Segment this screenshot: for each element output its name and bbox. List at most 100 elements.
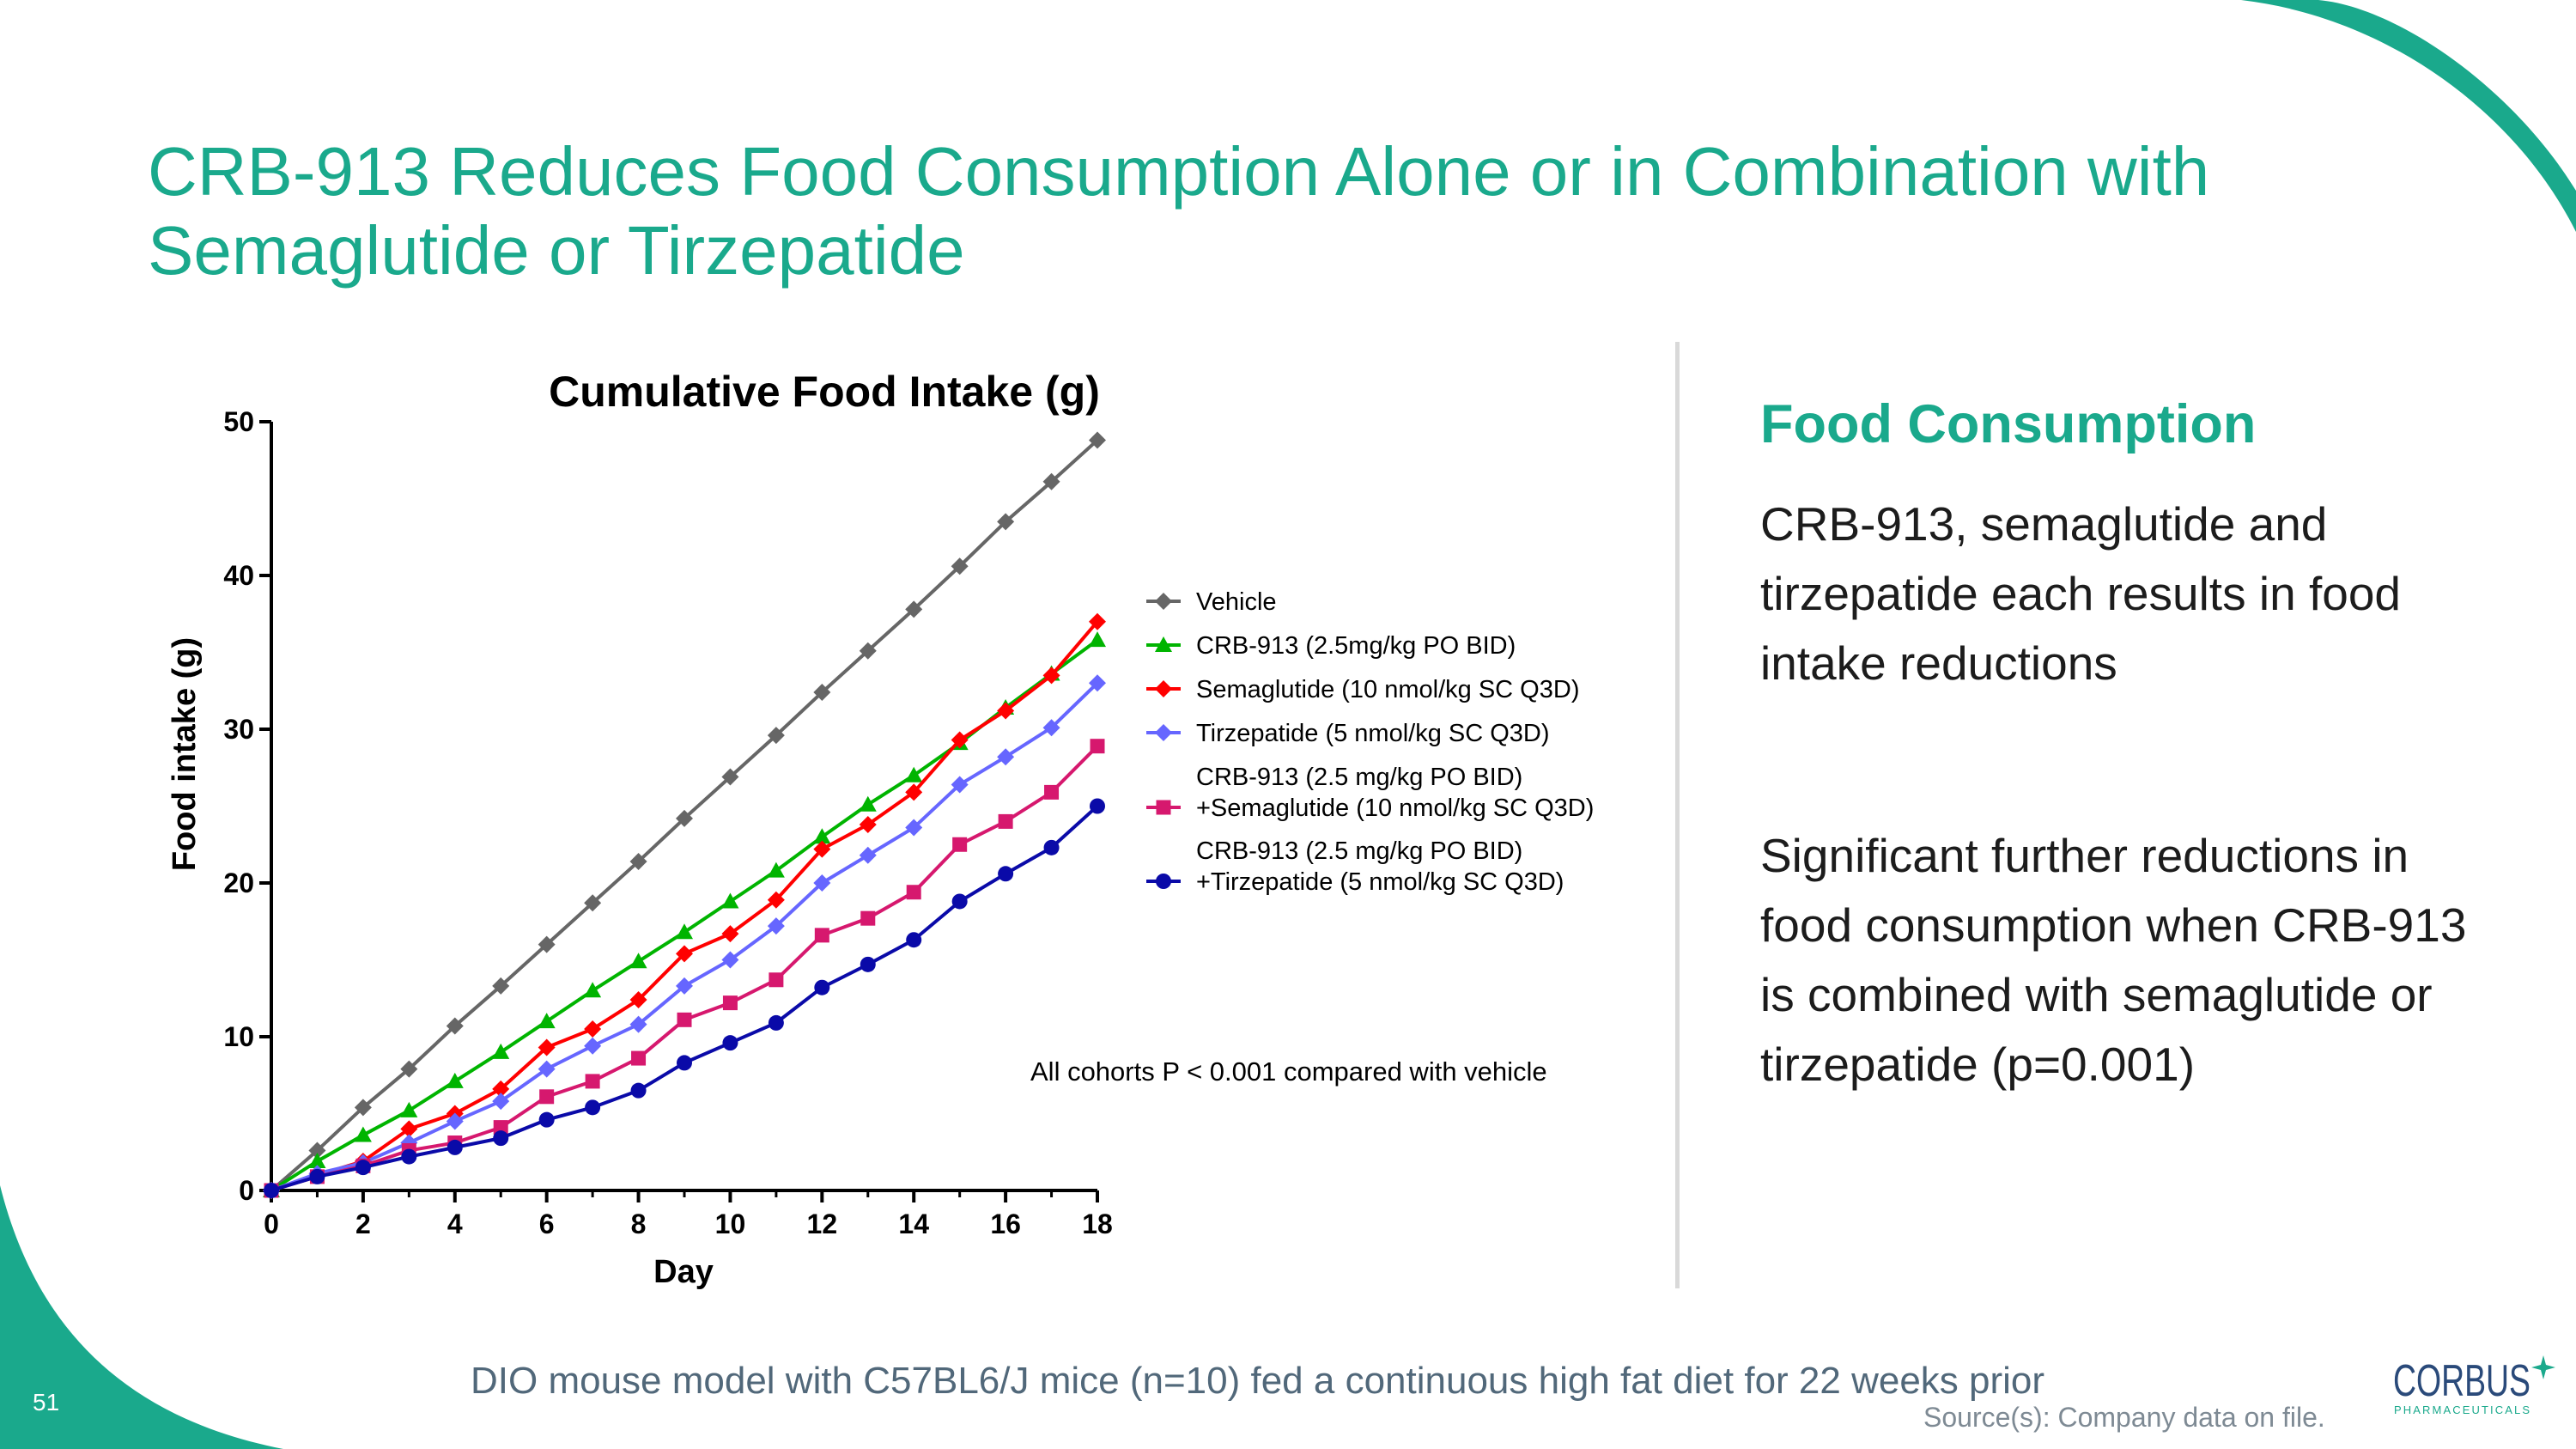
data-point bbox=[997, 702, 1015, 720]
x-tick-label: 0 bbox=[264, 1209, 279, 1239]
data-point bbox=[538, 1013, 556, 1029]
data-point bbox=[264, 1183, 279, 1198]
x-tick-label: 16 bbox=[990, 1209, 1021, 1239]
y-tick-label: 50 bbox=[223, 406, 254, 437]
y-tick-label: 40 bbox=[223, 560, 254, 591]
data-point bbox=[721, 892, 739, 909]
source-note: Source(s): Company data on file. bbox=[1923, 1402, 2325, 1433]
data-point bbox=[769, 972, 784, 988]
data-point bbox=[584, 1020, 602, 1038]
data-point bbox=[1044, 784, 1060, 800]
corbus-star-icon bbox=[2531, 1355, 2555, 1379]
legend-label: Vehicle bbox=[1196, 588, 1277, 616]
page-title-line-1: CRB-913 Reduces Food Consumption Alone o… bbox=[148, 133, 2210, 210]
data-point bbox=[629, 852, 647, 870]
data-point bbox=[768, 1014, 784, 1031]
logo-wordmark: CORBUS bbox=[2393, 1356, 2530, 1406]
data-point bbox=[906, 885, 921, 900]
legend-label: CRB-913 (2.5mg/kg PO BID) bbox=[1196, 632, 1516, 660]
series-3 bbox=[263, 612, 1106, 1199]
data-point bbox=[813, 828, 831, 844]
data-point bbox=[400, 1060, 418, 1078]
x-tick-label: 10 bbox=[715, 1209, 746, 1239]
legend-swatch-marker bbox=[1155, 593, 1172, 610]
x-tick-label: 18 bbox=[1082, 1209, 1113, 1239]
data-point bbox=[860, 910, 876, 926]
data-point bbox=[998, 813, 1013, 829]
legend-label: Tirzepatide (5 nmol/kg SC Q3D) bbox=[1196, 720, 1550, 747]
data-point bbox=[447, 1139, 463, 1155]
data-point bbox=[905, 819, 923, 837]
data-point bbox=[538, 1038, 556, 1056]
data-point bbox=[538, 935, 556, 953]
data-point bbox=[1042, 667, 1060, 685]
data-point bbox=[813, 684, 831, 702]
data-point bbox=[629, 1015, 647, 1033]
x-tick-label: 8 bbox=[631, 1209, 647, 1239]
data-point bbox=[308, 1152, 326, 1168]
data-point bbox=[1043, 839, 1060, 855]
chart-annotation: All cohorts P < 0.001 compared with vehi… bbox=[1030, 1056, 1547, 1087]
legend-swatch-marker bbox=[1155, 680, 1172, 697]
data-point bbox=[492, 1093, 510, 1111]
data-point bbox=[814, 979, 830, 995]
data-point bbox=[493, 1120, 508, 1135]
panel-paragraph-2: Significant further reductions in food c… bbox=[1760, 829, 2467, 1091]
legend-swatch-marker bbox=[1156, 874, 1171, 889]
data-point bbox=[401, 1148, 417, 1165]
data-point bbox=[997, 513, 1015, 531]
data-point bbox=[492, 1080, 510, 1098]
data-point bbox=[998, 866, 1014, 882]
data-point bbox=[446, 1017, 464, 1035]
data-point bbox=[308, 1142, 326, 1160]
series-4 bbox=[263, 674, 1106, 1199]
data-point bbox=[905, 600, 923, 618]
series-1 bbox=[263, 431, 1106, 1199]
data-point bbox=[677, 1012, 692, 1027]
x-tick-label: 6 bbox=[539, 1209, 555, 1239]
data-point bbox=[355, 1160, 371, 1176]
data-point bbox=[584, 982, 602, 998]
data-point bbox=[951, 731, 969, 749]
data-point bbox=[905, 766, 923, 782]
chart-title: Cumulative Food Intake (g) bbox=[549, 368, 1100, 416]
data-point bbox=[721, 951, 739, 969]
legend-item-2: CRB-913 (2.5mg/kg PO BID) bbox=[1146, 632, 1516, 660]
data-point bbox=[676, 945, 693, 963]
data-point bbox=[1089, 612, 1106, 630]
data-point bbox=[492, 977, 510, 995]
logo-subtitle: PHARMACEUTICALS bbox=[2394, 1403, 2530, 1416]
company-logo: CORBUS PHARMACEUTICALS bbox=[2393, 1355, 2555, 1416]
x-tick-label: 14 bbox=[898, 1209, 929, 1239]
cumulative-food-intake-chart: Cumulative Food Intake (g) Food intake (… bbox=[167, 368, 1594, 1290]
panel-paragraph-1: CRB-913, semaglutide and tirzepatide eac… bbox=[1760, 497, 2401, 690]
data-point bbox=[492, 1043, 510, 1059]
legend-swatch-marker bbox=[1155, 636, 1172, 652]
legend-label: CRB-913 (2.5 mg/kg PO BID) +Semaglutide (… bbox=[1196, 764, 1594, 822]
legend-item-4: Tirzepatide (5 nmol/kg SC Q3D) bbox=[1146, 720, 1550, 747]
y-tick-label: 0 bbox=[239, 1175, 254, 1206]
data-point bbox=[997, 748, 1015, 766]
data-point bbox=[952, 837, 968, 852]
data-point bbox=[584, 1037, 602, 1055]
y-tick-label: 10 bbox=[223, 1021, 254, 1052]
data-point bbox=[859, 846, 877, 864]
data-point bbox=[1042, 472, 1060, 490]
data-point bbox=[585, 1074, 600, 1089]
data-point bbox=[813, 840, 831, 858]
data-point bbox=[905, 783, 923, 801]
series-line bbox=[270, 638, 1099, 1192]
legend-swatch-marker bbox=[1156, 800, 1171, 815]
page-title-line-2: Semaglutide or Tirzepatide bbox=[148, 212, 965, 289]
panel-divider bbox=[1675, 342, 1680, 1288]
data-point bbox=[767, 917, 785, 935]
data-point bbox=[677, 1055, 692, 1071]
legend-label: CRB-913 (2.5 mg/kg PO BID) +Tirzepatide (… bbox=[1196, 837, 1564, 896]
data-point bbox=[309, 1168, 325, 1184]
data-point bbox=[538, 1111, 555, 1128]
data-point bbox=[493, 1130, 509, 1147]
legend-item-5: CRB-913 (2.5 mg/kg PO BID) +Semaglutide (… bbox=[1146, 764, 1594, 822]
data-point bbox=[631, 1050, 647, 1066]
x-tick-label: 12 bbox=[807, 1209, 838, 1239]
